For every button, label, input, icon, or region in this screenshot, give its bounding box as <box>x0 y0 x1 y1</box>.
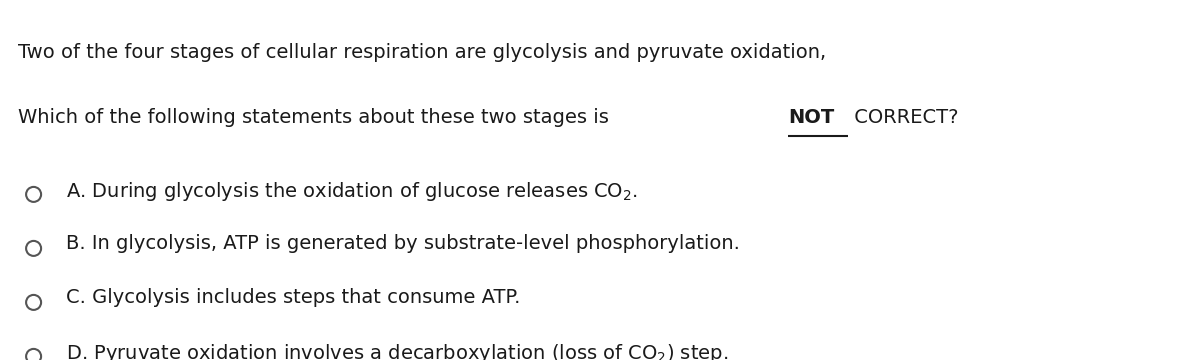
Text: B. In glycolysis, ATP is generated by substrate-level phosphorylation.: B. In glycolysis, ATP is generated by su… <box>66 234 740 253</box>
Text: Two of the four stages of cellular respiration are glycolysis and pyruvate oxida: Two of the four stages of cellular respi… <box>18 43 826 62</box>
Text: CORRECT?: CORRECT? <box>848 108 959 127</box>
Text: D. Pyruvate oxidation involves a decarboxylation (loss of $\mathrm{CO_2}$) step.: D. Pyruvate oxidation involves a decarbo… <box>66 342 728 360</box>
Text: NOT: NOT <box>788 108 835 127</box>
Text: A. During glycolysis the oxidation of glucose releases $\mathrm{CO_2}$.: A. During glycolysis the oxidation of gl… <box>66 180 638 203</box>
Text: Which of the following statements about these two stages is: Which of the following statements about … <box>18 108 616 127</box>
Text: C. Glycolysis includes steps that consume ATP.: C. Glycolysis includes steps that consum… <box>66 288 521 307</box>
